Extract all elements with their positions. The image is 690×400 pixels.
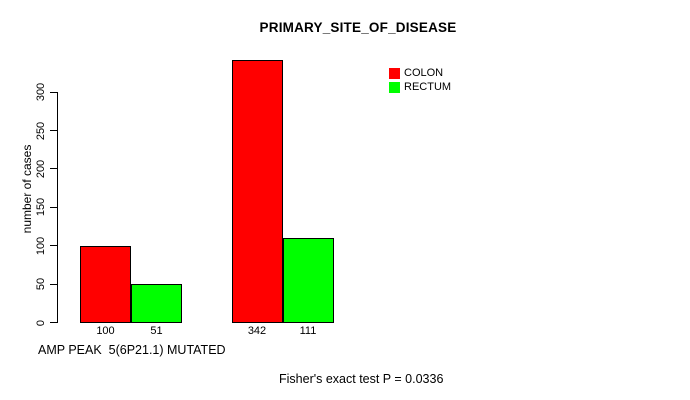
y-tick-label-text: 200 bbox=[35, 159, 47, 179]
y-tick-label-text: 150 bbox=[35, 198, 47, 217]
bar-colon-group1 bbox=[80, 246, 131, 323]
legend-item-rectum: RECTUM bbox=[389, 80, 451, 94]
legend-label-colon: COLON bbox=[404, 66, 444, 79]
y-tick bbox=[50, 130, 57, 131]
legend-swatch-rectum bbox=[389, 81, 400, 93]
legend: COLON RECTUM bbox=[389, 66, 451, 94]
legend-swatch-colon bbox=[389, 67, 400, 79]
bar-value-label: 100 bbox=[96, 325, 115, 337]
legend-item-colon: COLON bbox=[389, 66, 451, 80]
y-tick bbox=[50, 168, 57, 170]
y-tick-label-text: 0 bbox=[35, 319, 47, 326]
y-axis-line bbox=[57, 92, 58, 323]
x-axis-label: AMP PEAK 5(6P21.1) MUTATED bbox=[38, 343, 226, 357]
bar-value-label: 342 bbox=[247, 325, 267, 337]
y-tick bbox=[50, 283, 57, 285]
stat-annotation: Fisher's exact test P = 0.0336 bbox=[279, 372, 444, 386]
y-tick bbox=[50, 245, 57, 247]
bar-value-label: 111 bbox=[299, 325, 317, 337]
bar-value-label: 51 bbox=[150, 325, 163, 337]
y-axis-label-text: number of cases bbox=[20, 144, 34, 234]
bar-rectum-group2 bbox=[282, 237, 334, 323]
y-tick bbox=[50, 91, 57, 93]
y-tick bbox=[50, 206, 57, 208]
y-tick-label-text: 250 bbox=[35, 121, 47, 140]
y-tick-label-text: 50 bbox=[35, 277, 47, 291]
y-tick-label-text: 300 bbox=[35, 82, 47, 102]
y-tick bbox=[50, 322, 57, 323]
bar-rectum-group1 bbox=[131, 283, 182, 323]
legend-label-rectum: RECTUM bbox=[404, 80, 452, 93]
y-tick-label-text: 100 bbox=[35, 236, 47, 255]
chart-title: PRIMARY_SITE_OF_DISEASE bbox=[259, 20, 457, 35]
bar-colon-group2 bbox=[231, 60, 283, 323]
